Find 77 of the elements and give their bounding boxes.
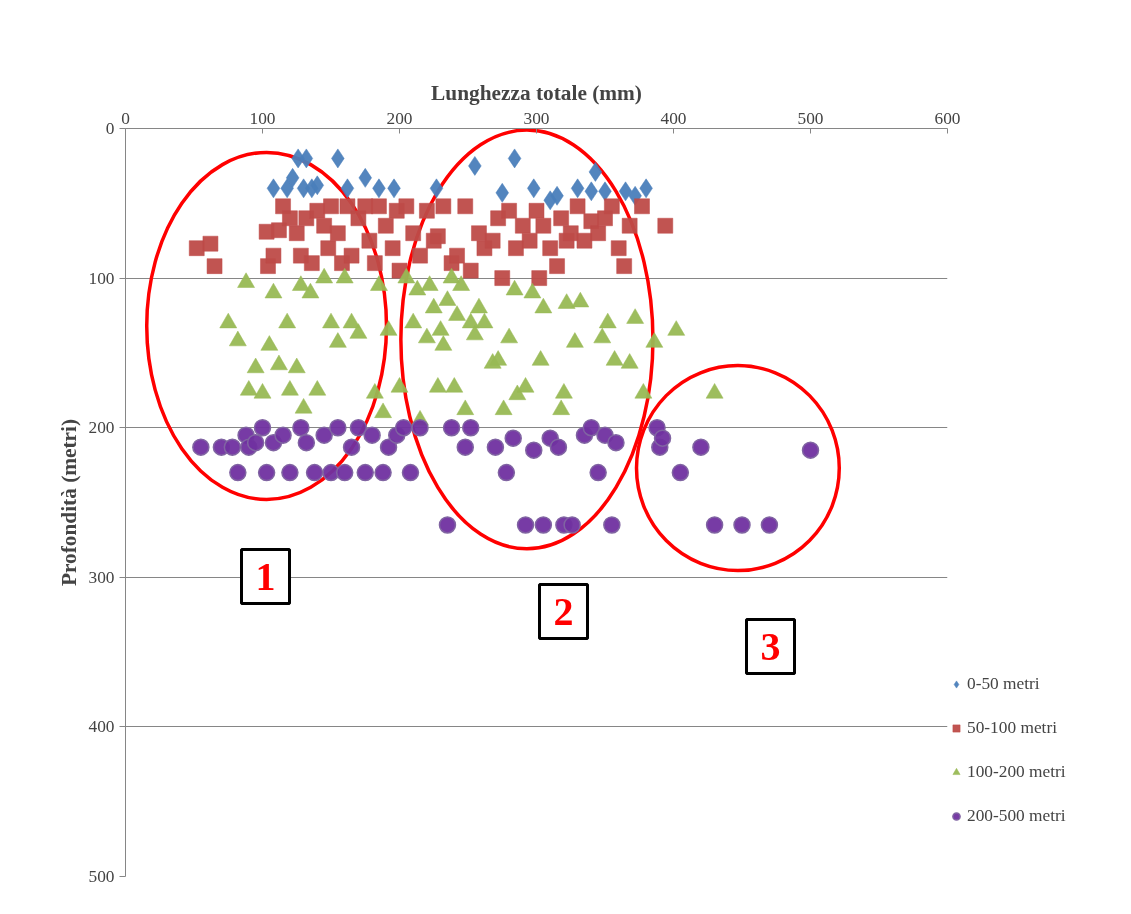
x-tick-label: 400	[660, 108, 687, 128]
legend-label: 200-500 metri	[967, 806, 1066, 826]
y-axis-title: Profondità (metri)	[56, 418, 81, 587]
point	[486, 438, 505, 456]
point	[582, 418, 601, 437]
point	[374, 463, 392, 482]
point	[429, 178, 444, 199]
point	[653, 429, 672, 447]
point	[363, 426, 381, 444]
point	[192, 438, 210, 456]
point	[618, 181, 633, 202]
point	[468, 156, 482, 176]
point	[760, 516, 779, 534]
point	[286, 168, 300, 188]
point	[442, 418, 461, 437]
point	[379, 438, 398, 456]
x-tick-label: 200	[386, 108, 413, 128]
x-tick-label: 300	[523, 108, 550, 128]
legend-label: 0-50 metri	[967, 674, 1040, 694]
point	[401, 463, 420, 482]
x-tick-label: 600	[934, 108, 961, 128]
point	[329, 418, 347, 437]
point	[692, 438, 710, 456]
point	[563, 516, 581, 534]
point	[497, 463, 516, 482]
point	[274, 426, 292, 444]
point	[253, 418, 272, 437]
point	[342, 438, 361, 456]
point	[534, 516, 553, 534]
point	[229, 463, 247, 482]
annotation: 1	[255, 553, 276, 599]
point	[315, 426, 333, 444]
point	[607, 433, 625, 452]
point	[335, 463, 354, 482]
y-tick-label: 100	[88, 268, 115, 288]
point	[349, 418, 368, 437]
point	[266, 178, 281, 199]
x-axis-title: Lunghezza totale (mm)	[431, 80, 642, 105]
point	[358, 168, 372, 188]
point	[705, 516, 724, 534]
point	[411, 418, 429, 437]
point	[461, 418, 480, 437]
legend-label: 100-200 metri	[967, 762, 1066, 782]
point	[356, 463, 374, 482]
point	[504, 429, 522, 447]
point	[671, 463, 690, 482]
point	[550, 186, 564, 206]
point	[603, 516, 621, 534]
point	[340, 178, 355, 199]
point	[305, 463, 324, 482]
point	[589, 463, 607, 482]
point	[297, 433, 316, 452]
point	[733, 516, 751, 534]
point	[801, 441, 820, 459]
point	[588, 162, 602, 182]
point	[438, 516, 457, 534]
legend-label: 50-100 metri	[967, 718, 1057, 738]
x-tick-label: 0	[121, 108, 130, 128]
point	[281, 463, 299, 482]
point	[246, 433, 265, 452]
point	[495, 183, 509, 203]
y-tick-label: 400	[88, 717, 115, 737]
point	[549, 438, 568, 456]
point	[292, 418, 310, 437]
point	[516, 516, 535, 534]
point	[257, 463, 276, 482]
point	[525, 441, 543, 459]
x-tick-label: 100	[249, 108, 276, 128]
point	[223, 438, 242, 456]
y-tick-label: 200	[88, 418, 115, 438]
x-tick-label: 500	[797, 108, 824, 128]
y-tick-label: 300	[88, 567, 115, 587]
annotation: 2	[553, 588, 574, 634]
point	[394, 418, 413, 437]
point	[456, 438, 475, 456]
y-tick-label: 500	[88, 867, 115, 886]
annotation: 3	[760, 623, 781, 669]
